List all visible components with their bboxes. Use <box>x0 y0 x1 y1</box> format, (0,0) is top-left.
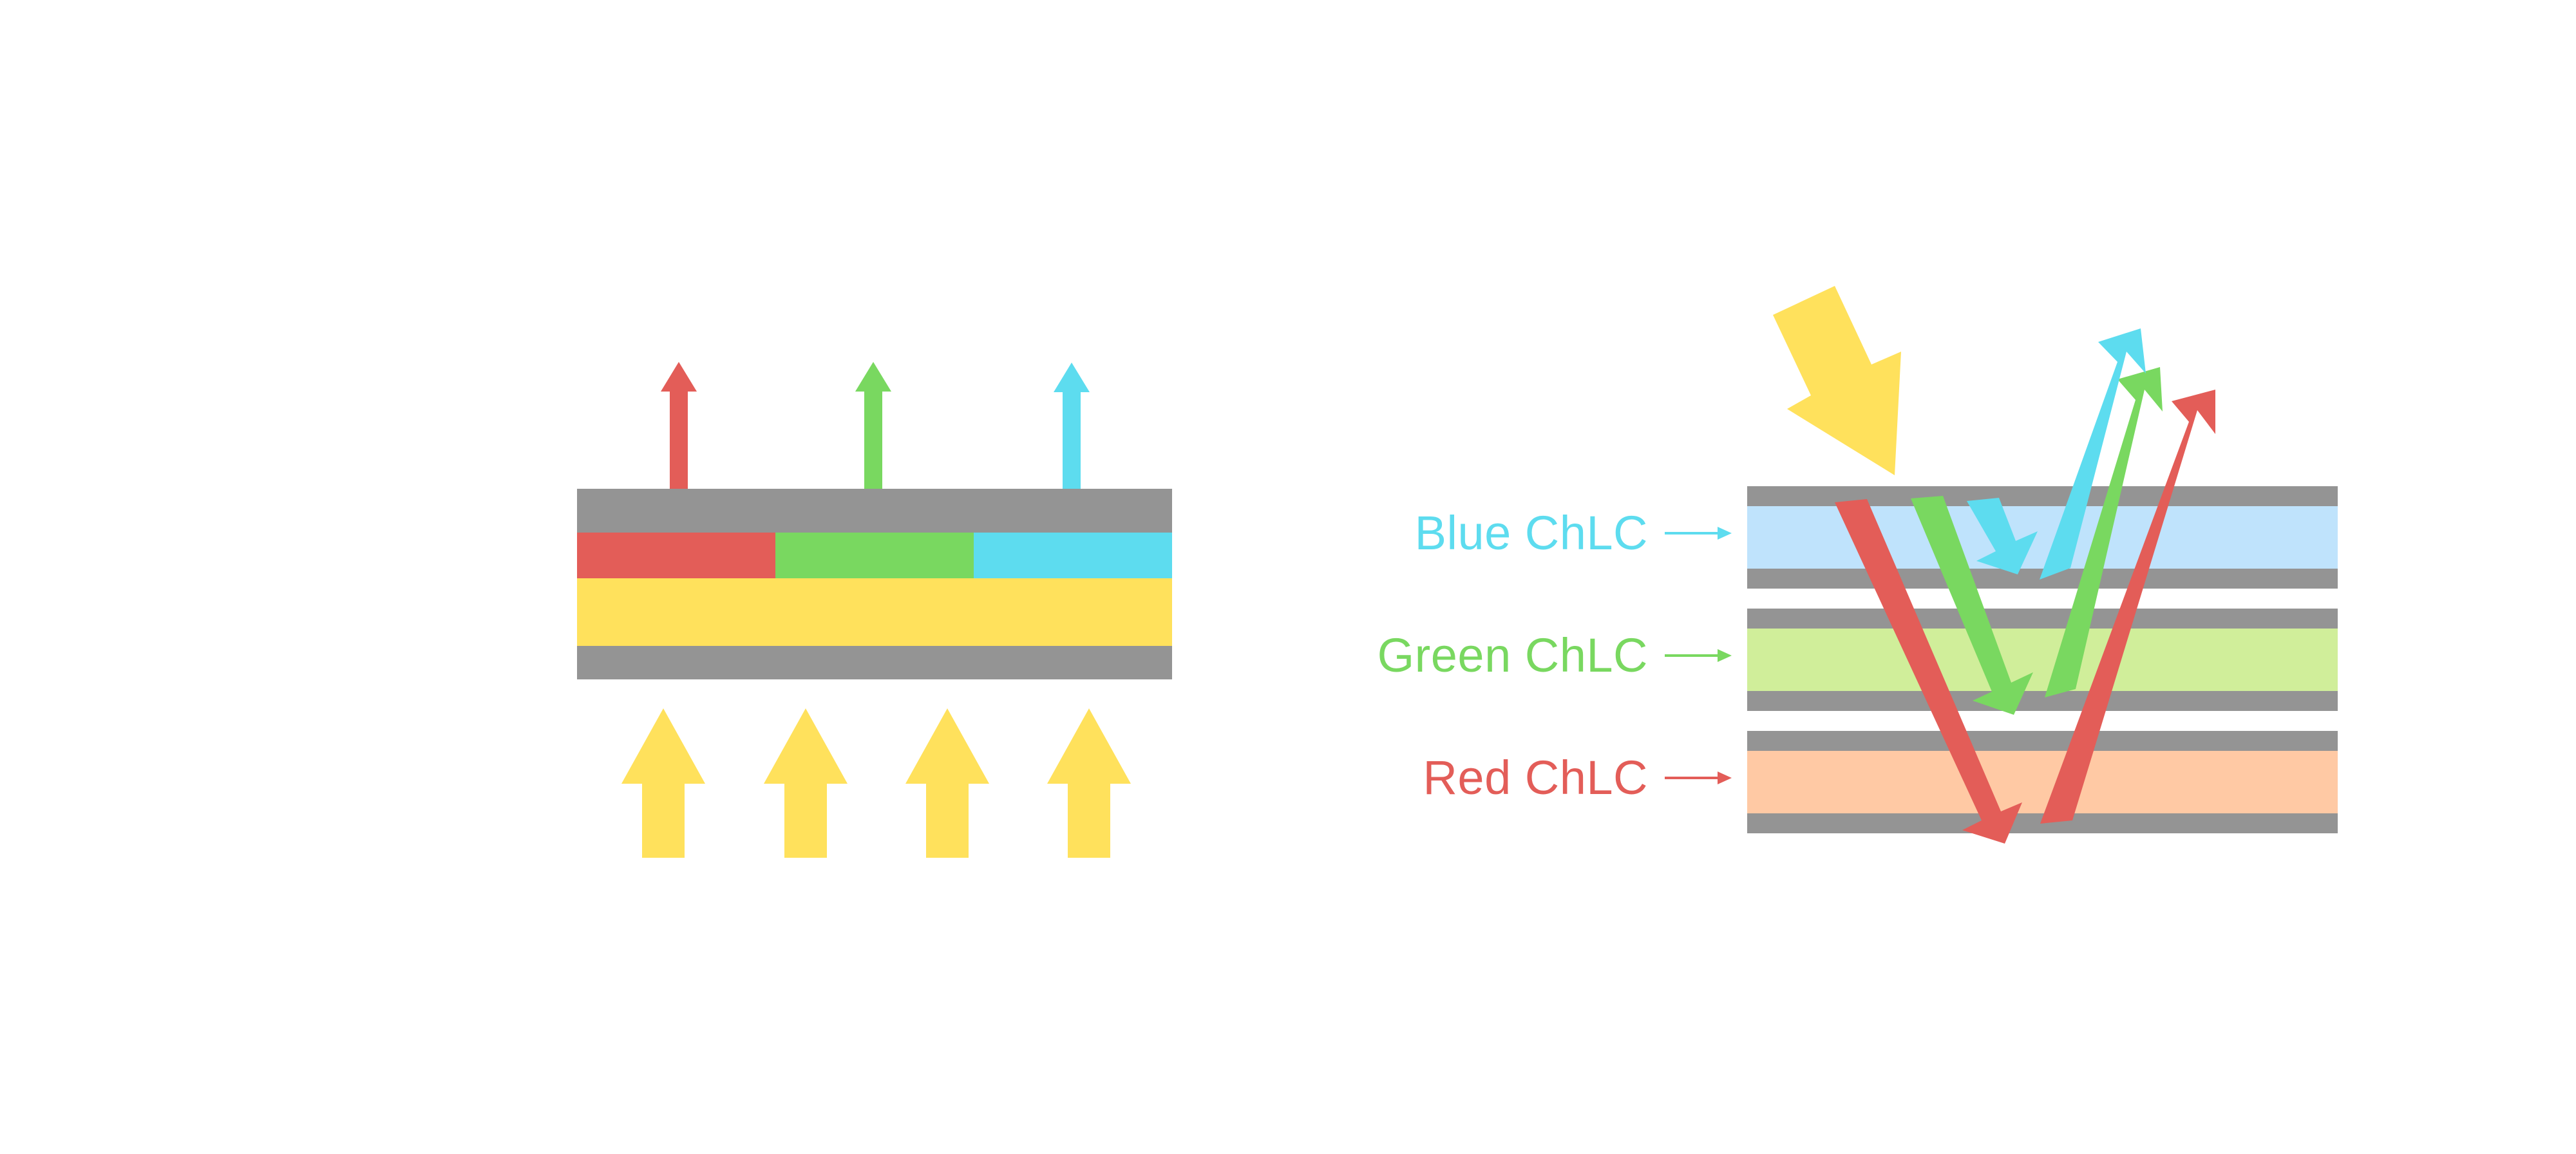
yellow-backlight-layer <box>577 578 1172 646</box>
backlight-arrow-3 <box>905 708 989 858</box>
blue-chlc-label-row: Blue ChLC <box>1385 509 1732 557</box>
green-cell-bottom-electrode <box>1747 691 2338 711</box>
backlight-arrow-2 <box>764 708 848 858</box>
red-incident-ray <box>1835 499 2022 844</box>
backlight-arrow-4 <box>1047 708 1131 858</box>
blue-chlc-label: Blue ChLC <box>1414 506 1648 560</box>
green-chlc-label: Green ChLC <box>1377 629 1648 682</box>
incident-white-light-arrow <box>1773 286 1901 475</box>
backlight-arrow-1 <box>621 708 705 858</box>
top-gray-substrate <box>577 489 1172 533</box>
green-chlc-medium <box>1747 629 2338 691</box>
green-reflected-ray <box>2045 367 2163 697</box>
green-emission-arrow <box>855 362 891 525</box>
blue-filter-segment <box>974 533 1172 578</box>
right-panel-graphic <box>1747 286 2338 844</box>
green-label-arrow-icon <box>1665 645 1732 667</box>
arrow-right-icon <box>1665 771 1732 784</box>
red-chlc-label: Red ChLC <box>1423 751 1648 804</box>
red-filter-segment <box>577 533 775 578</box>
blue-reflected-ray <box>2040 328 2146 580</box>
left-layer-stack <box>577 489 1172 679</box>
red-chlc-medium <box>1747 751 2338 813</box>
red-reflected-ray <box>2040 390 2215 824</box>
left-emissive-panel <box>567 322 1211 902</box>
blue-emission-arrow <box>1054 363 1090 524</box>
left-panel-graphic <box>577 362 1172 858</box>
green-cell-top-electrode <box>1747 609 2338 629</box>
red-label-arrow-icon <box>1665 767 1732 789</box>
bottom-gray-substrate <box>577 646 1172 679</box>
arrow-right-icon <box>1665 649 1732 662</box>
blue-chlc-medium <box>1747 506 2338 569</box>
green-chlc-label-row: Green ChLC <box>1378 632 1732 679</box>
blue-label-arrow-icon <box>1665 522 1732 544</box>
green-incident-ray <box>1911 496 2033 715</box>
red-cell-top-electrode <box>1747 731 2338 751</box>
arrow-right-icon <box>1665 527 1732 540</box>
red-chlc-label-row: Red ChLC <box>1385 754 1732 802</box>
red-emission-arrow <box>661 362 697 523</box>
green-filter-segment <box>775 533 974 578</box>
blue-incident-ray <box>1967 498 2038 574</box>
right-reflective-panel: Blue ChLC Green ChLC Red ChLC <box>1378 245 2389 863</box>
chlc-layer-stack <box>1747 486 2338 833</box>
